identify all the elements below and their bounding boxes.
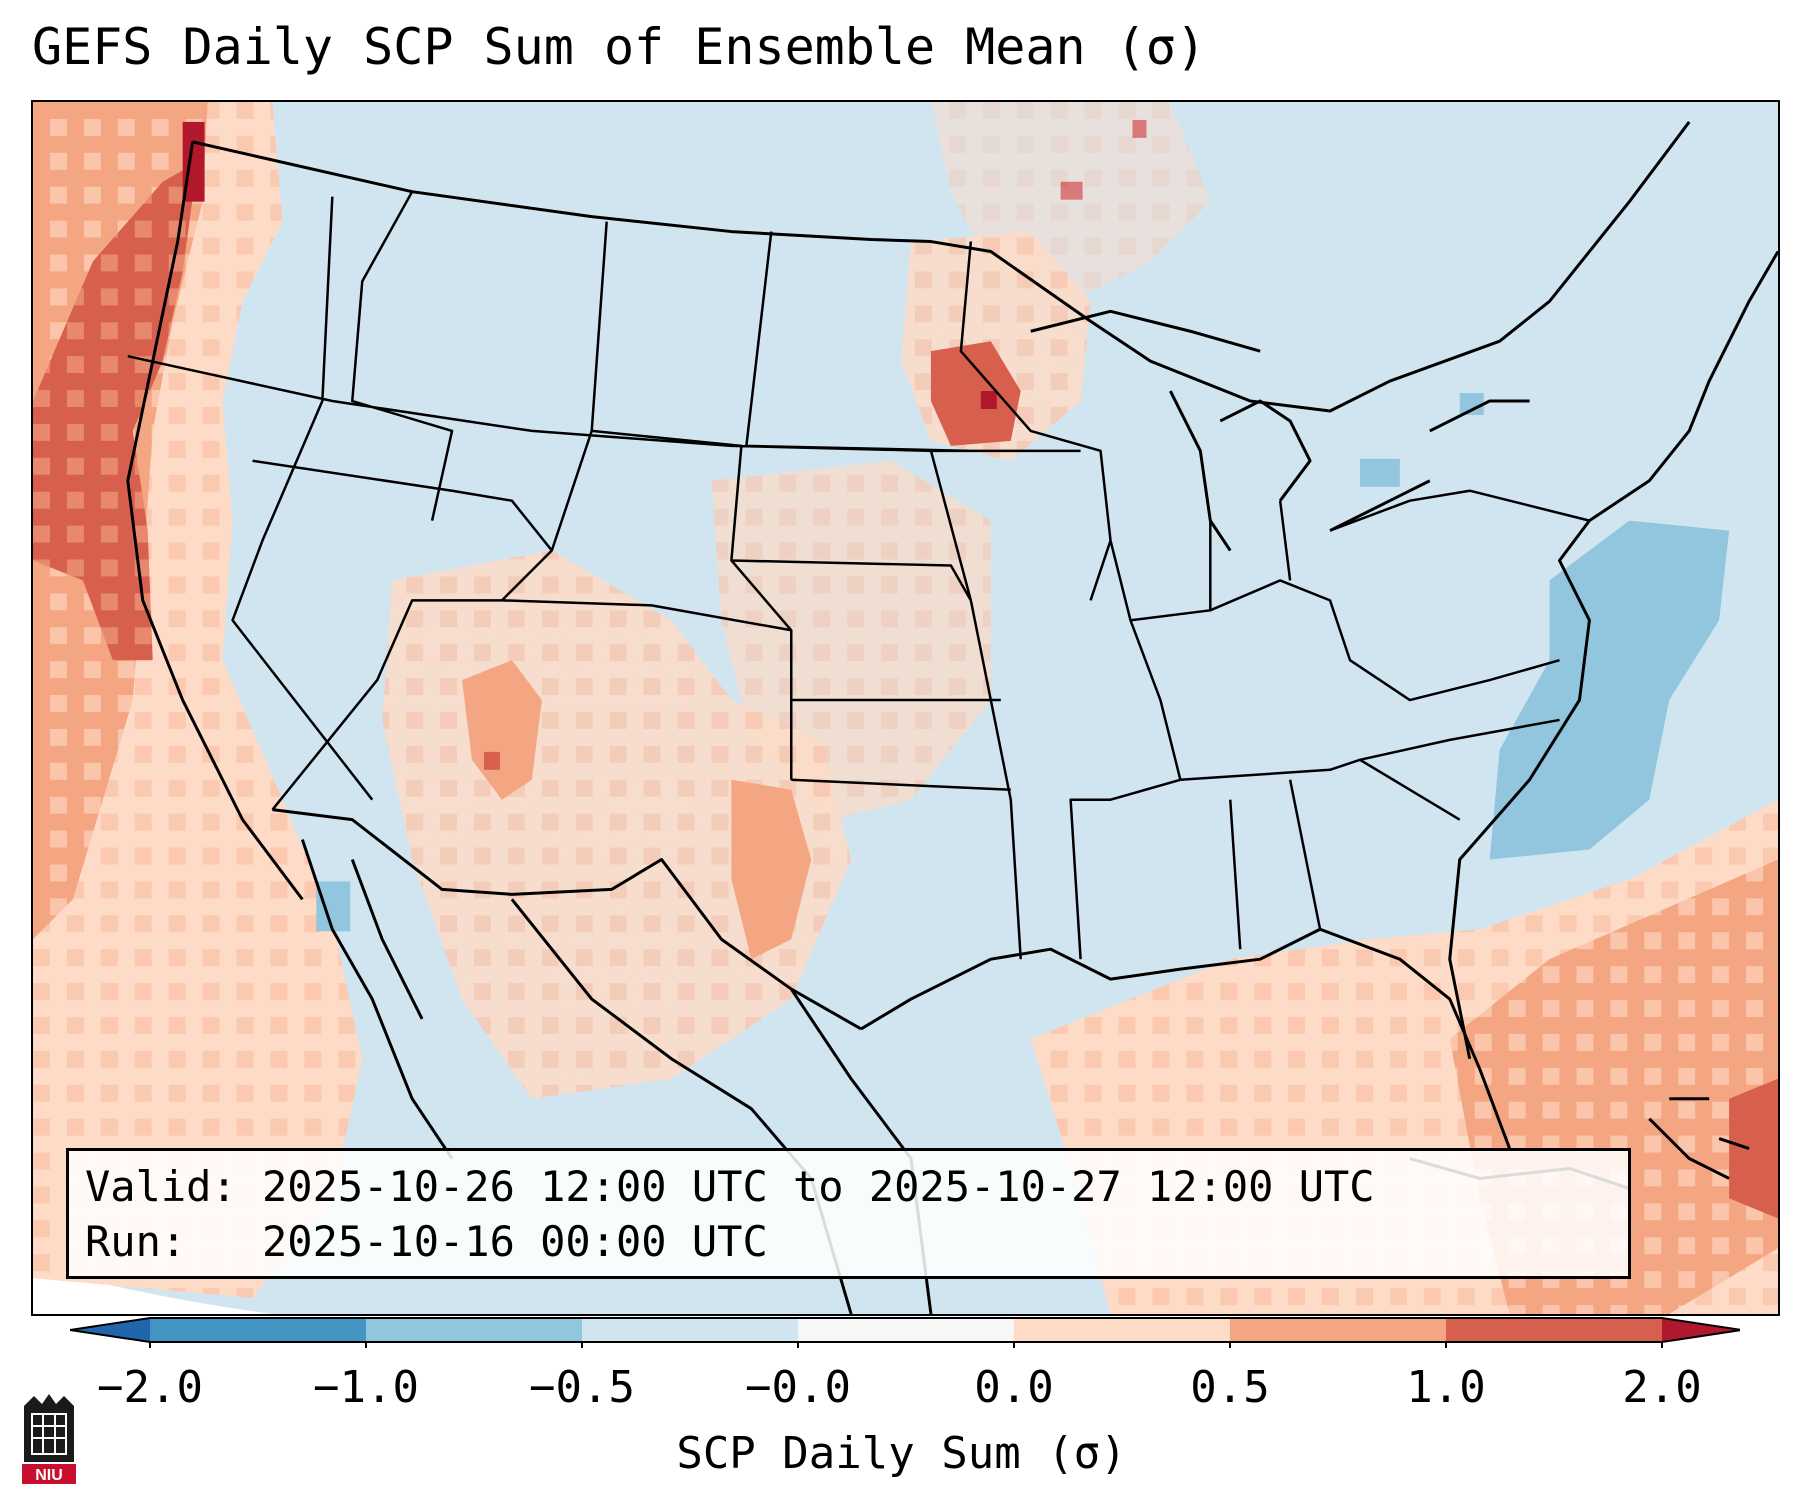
colorbar-tick-label: 0.0	[974, 1362, 1054, 1413]
colorbar-label: SCP Daily Sum (σ)	[676, 1428, 1127, 1479]
region-minnesota-max	[980, 391, 997, 409]
baja-peninsula	[300, 839, 454, 1160]
colorbar-bin	[1446, 1318, 1662, 1342]
colorbar-extend-low	[70, 1318, 150, 1342]
colorbar-bin	[798, 1318, 1014, 1342]
colorbar-tick-label: −0.0	[745, 1362, 851, 1413]
us-west-coast	[126, 141, 304, 901]
region-texas-medium	[731, 779, 812, 960]
region-arizona-max	[483, 751, 500, 770]
colorbar-extend-high	[1662, 1318, 1740, 1342]
valid-line: Valid: 2025-10-26 12:00 UTC to 2025-10-2…	[85, 1162, 1375, 1211]
us-mexico-border	[272, 808, 862, 1031]
domain-edge-southwest	[33, 1266, 273, 1314]
region-arizona-medium	[462, 660, 542, 800]
colorbar-tick-label: −0.5	[529, 1362, 635, 1413]
colorbar-bin	[150, 1318, 366, 1342]
region-baja-cool	[316, 881, 351, 932]
colorbar-tick-label: −1.0	[313, 1362, 419, 1413]
colorbar-bin	[1230, 1318, 1446, 1342]
region-minnesota-medium	[930, 341, 1021, 446]
chart-title: GEFS Daily SCP Sum of Ensemble Mean (σ)	[32, 18, 1206, 76]
region-lake-ontario-cool	[1459, 393, 1484, 415]
colorbar-bin	[1014, 1318, 1230, 1342]
colorbar-tick-label: −2.0	[97, 1362, 203, 1413]
great-lakes	[1030, 309, 1530, 552]
colorbar-bin	[366, 1318, 582, 1342]
us-canada-border	[192, 121, 1691, 413]
map-panel	[31, 100, 1780, 1316]
map-canvas	[33, 102, 1778, 1314]
region-atlantic-cool	[1489, 520, 1730, 860]
logo-text: NIU	[35, 1467, 63, 1484]
colorbar-tick-label: 1.0	[1406, 1362, 1486, 1413]
run-line: Run: 2025-10-16 00:00 UTC	[85, 1217, 768, 1266]
caribbean-islands	[1409, 1097, 1750, 1190]
gulf-coast	[860, 927, 1512, 1150]
colorbar-bin	[582, 1318, 798, 1342]
colorbar-bins	[70, 1317, 1740, 1348]
region-pacific-coast-strong	[33, 161, 198, 661]
map-boundaries	[126, 121, 1778, 1314]
niu-logo: NIU	[22, 1394, 76, 1484]
region-lake-erie-cool	[1359, 458, 1400, 487]
region-canada-light	[930, 102, 1211, 302]
valid-time-box: Valid: 2025-10-26 12:00 UTC to 2025-10-2…	[66, 1148, 1631, 1279]
region-bahamas-strong	[1729, 1078, 1778, 1219]
colorbar	[70, 1317, 1740, 1348]
region-plains-light	[711, 460, 991, 820]
colorbar-tick-label: 0.5	[1190, 1362, 1270, 1413]
east-coast	[1448, 250, 1778, 1060]
state-lines	[127, 191, 1590, 960]
colorbar-tick-label: 2.0	[1622, 1362, 1702, 1413]
